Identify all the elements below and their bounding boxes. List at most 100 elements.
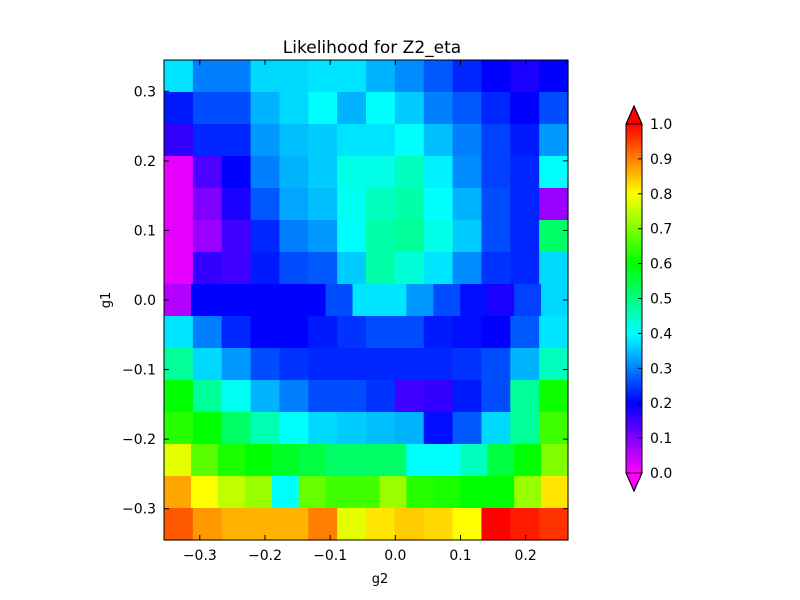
heatmap-cell bbox=[308, 92, 338, 125]
colorbar-tick-label: 0.2 bbox=[650, 396, 672, 412]
y-tick-label: 0.2 bbox=[134, 154, 156, 170]
heatmap-cell bbox=[460, 284, 488, 317]
heatmap-cell bbox=[250, 252, 281, 285]
colorbar-segment bbox=[626, 435, 642, 439]
heatmap-cell bbox=[221, 156, 252, 189]
heatmap-cell bbox=[279, 348, 309, 381]
heatmap-cell bbox=[539, 348, 569, 381]
colorbar-segment bbox=[626, 420, 642, 425]
heatmap-cell bbox=[366, 348, 396, 381]
colorbar-tick-label: 0.9 bbox=[650, 152, 672, 168]
heatmap-cell bbox=[164, 92, 194, 125]
heatmap-cell bbox=[510, 412, 540, 445]
colorbar-segment bbox=[626, 310, 642, 314]
heatmap-cell bbox=[337, 156, 367, 189]
heatmap-cell bbox=[510, 60, 540, 93]
heatmap-cell bbox=[337, 380, 367, 413]
colorbar-segment bbox=[626, 278, 642, 282]
heatmap-cell bbox=[279, 252, 309, 285]
colorbar-segment bbox=[626, 353, 642, 358]
heatmap-cell bbox=[366, 60, 396, 93]
colorbar-segment bbox=[626, 219, 642, 224]
heatmap-cell bbox=[221, 92, 252, 125]
heatmap-cell bbox=[423, 508, 454, 541]
colorbar-segment bbox=[626, 211, 642, 215]
heatmap-cell bbox=[308, 380, 338, 413]
y-axis: −0.3 −0.2 −0.1 0.0 0.1 0.2 0.3 bbox=[122, 84, 568, 518]
colorbar-segment bbox=[626, 187, 642, 192]
heatmap-cell bbox=[481, 92, 511, 125]
heatmap-cell bbox=[423, 348, 454, 381]
heatmap-cell bbox=[366, 380, 396, 413]
heatmap-cell bbox=[164, 348, 194, 381]
colorbar-segment bbox=[626, 243, 642, 247]
heatmap-cell bbox=[481, 412, 511, 445]
heatmap-cell bbox=[308, 508, 338, 541]
y-tick-label: 0.3 bbox=[134, 84, 156, 100]
x-axis-label: g2 bbox=[372, 572, 389, 587]
colorbar-segment bbox=[626, 254, 642, 259]
colorbar-segment bbox=[626, 379, 642, 384]
colorbar-segment bbox=[626, 173, 642, 177]
heatmap-cell bbox=[433, 284, 461, 317]
colorbar-segment bbox=[626, 251, 642, 256]
colorbar-segment bbox=[626, 249, 642, 253]
colorbar-segment bbox=[626, 269, 642, 273]
colorbar-segment bbox=[626, 374, 642, 378]
colorbar-tick-label: 0.6 bbox=[650, 257, 672, 273]
heatmap-cell bbox=[539, 220, 569, 253]
heatmap-cell bbox=[164, 156, 194, 189]
colorbar-segment bbox=[626, 406, 642, 410]
colorbar-segment bbox=[626, 202, 642, 207]
heatmap-cell bbox=[164, 252, 194, 285]
heatmap-cell bbox=[190, 476, 219, 509]
heatmap-cell bbox=[250, 188, 281, 221]
colorbar-segment bbox=[626, 333, 642, 337]
heatmap-cell bbox=[298, 476, 327, 509]
heatmap-cell bbox=[250, 316, 281, 349]
heatmap-cell bbox=[452, 156, 483, 189]
heatmap-cell bbox=[510, 188, 540, 221]
colorbar-segment bbox=[626, 307, 642, 311]
heatmap-cell bbox=[452, 412, 483, 445]
colorbar-segment bbox=[626, 185, 642, 189]
heatmap-cell bbox=[250, 124, 281, 157]
heatmap-cell bbox=[481, 188, 511, 221]
colorbar-segment bbox=[626, 397, 642, 401]
colorbar-segment bbox=[626, 225, 642, 230]
heatmap-cell bbox=[452, 380, 483, 413]
colorbar-segment bbox=[626, 190, 642, 195]
heatmap-cell bbox=[279, 60, 309, 93]
heatmap-cell bbox=[337, 124, 367, 157]
heatmap-cell bbox=[510, 220, 540, 253]
heatmap-cell bbox=[394, 188, 425, 221]
colorbar-segment bbox=[626, 362, 642, 366]
colorbar-segment bbox=[626, 318, 642, 323]
colorbar-segment bbox=[626, 283, 642, 288]
heatmap-cell bbox=[279, 412, 309, 445]
heatmap-cell bbox=[271, 476, 300, 509]
colorbar-segment bbox=[626, 470, 642, 474]
heatmap-cell bbox=[452, 92, 483, 125]
heatmap-cell bbox=[423, 412, 454, 445]
heatmap-cell bbox=[452, 60, 483, 93]
heatmap-cell bbox=[539, 60, 569, 93]
heatmap-cell bbox=[221, 188, 252, 221]
heatmap-cell bbox=[337, 92, 367, 125]
x-axis: −0.3 −0.2 −0.1 0.0 0.1 0.2 bbox=[183, 60, 537, 564]
heatmap-cell bbox=[452, 124, 483, 157]
heatmap-cell bbox=[539, 508, 569, 541]
colorbar-segment bbox=[626, 170, 642, 175]
colorbar-segment bbox=[626, 365, 642, 369]
colorbar-segment bbox=[626, 429, 642, 433]
heatmap-cell bbox=[452, 188, 483, 221]
colorbar-segment bbox=[626, 138, 642, 143]
y-tick-label: −0.1 bbox=[122, 363, 156, 379]
colorbar-segment bbox=[626, 315, 642, 320]
heatmap-cell bbox=[514, 284, 542, 317]
heatmap-cell bbox=[244, 284, 273, 317]
heatmap-cell bbox=[164, 188, 194, 221]
heatmap-cell bbox=[271, 284, 300, 317]
heatmap-cell bbox=[394, 156, 425, 189]
colorbar-segment bbox=[626, 275, 642, 279]
